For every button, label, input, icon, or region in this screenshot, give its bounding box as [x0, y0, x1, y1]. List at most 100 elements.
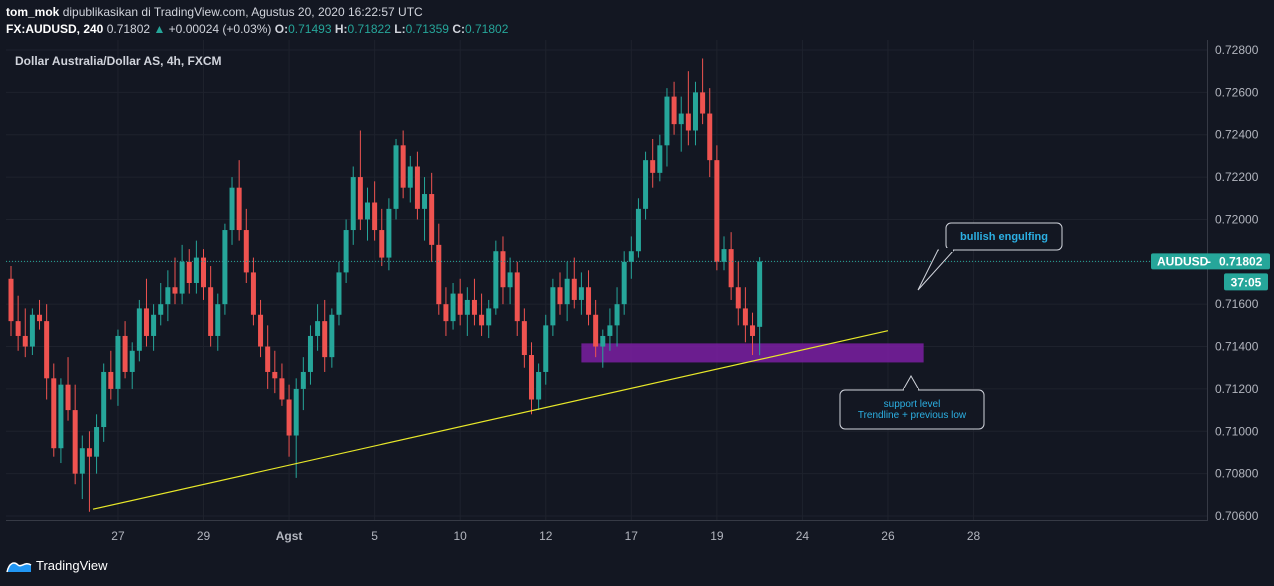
- y-tick-label: 0.71400: [1215, 340, 1259, 354]
- candle-body: [229, 187, 235, 231]
- y-tick-label: 0.72000: [1215, 212, 1259, 226]
- candle-body: [422, 194, 428, 209]
- candle: [479, 293, 485, 336]
- candle: [536, 363, 542, 411]
- x-tick-label: 29: [197, 529, 211, 543]
- candle-body: [79, 448, 85, 474]
- candle-body: [379, 230, 385, 258]
- candle: [94, 414, 100, 474]
- candle-body: [457, 293, 463, 315]
- time-axis[interactable]: 27 29 Agst 5 10 12 17 19 24 26 28: [111, 529, 980, 543]
- tradingview-logo-icon: [6, 561, 32, 572]
- candle: [151, 304, 157, 351]
- x-tick-label: 19: [710, 529, 724, 543]
- candle-body: [714, 160, 720, 262]
- candle-body: [72, 410, 78, 474]
- candle: [578, 272, 584, 315]
- candle: [500, 236, 506, 305]
- candle-body: [208, 287, 214, 336]
- candle: [201, 249, 207, 300]
- candle-body: [129, 350, 135, 372]
- candle: [336, 261, 342, 326]
- candle: [586, 270, 592, 326]
- candle-body: [593, 314, 599, 347]
- candle: [700, 58, 706, 125]
- x-tick-label: 10: [454, 529, 468, 543]
- candle-body: [464, 299, 470, 315]
- candle: [721, 236, 727, 271]
- candle: [250, 257, 256, 326]
- candle: [79, 435, 85, 500]
- publish-text: dipublikasikan di TradingView.com, Agust…: [62, 5, 423, 19]
- candle-body: [671, 96, 677, 125]
- candle: [564, 261, 570, 322]
- price-chart[interactable]: 0.72800 0.72600 0.72400 0.72200 0.72000 0.718…: [0, 40, 1274, 562]
- trendline[interactable]: [92, 330, 889, 510]
- candle-body: [58, 384, 64, 449]
- candle-body: [742, 308, 748, 326]
- callout-joint-mask: [904, 388, 918, 392]
- candle-body: [557, 287, 563, 305]
- chart-title: Dollar Australia/Dollar AS, 4h, FXCM: [15, 54, 221, 68]
- candle-body: [300, 371, 306, 389]
- candle: [571, 257, 577, 309]
- candle-body: [279, 378, 285, 400]
- candle: [464, 287, 470, 336]
- candle-body: [657, 145, 663, 173]
- candle: [471, 278, 477, 326]
- candle: [229, 177, 235, 245]
- candle: [550, 278, 556, 336]
- candle-body: [528, 355, 534, 400]
- callout-line-1: support level: [884, 399, 941, 410]
- x-tick-label: 26: [881, 529, 895, 543]
- candle: [671, 81, 677, 135]
- candle: [357, 130, 363, 231]
- candle: [365, 187, 370, 241]
- candle-body: [607, 325, 613, 336]
- candle-body: [172, 287, 178, 294]
- candle-body: [450, 293, 456, 322]
- footer: TradingView: [0, 548, 1274, 586]
- candle-body: [250, 272, 256, 315]
- candle: [493, 240, 499, 315]
- candle: [186, 249, 192, 294]
- candle: [258, 299, 264, 358]
- y-tick-label: 0.70800: [1215, 467, 1259, 481]
- candle: [400, 130, 406, 199]
- candle-body: [471, 299, 477, 315]
- candle-body: [372, 202, 378, 231]
- candle: [58, 378, 64, 464]
- candle: [65, 357, 71, 421]
- support-level-callout[interactable]: support level Trendline + previous low: [839, 374, 985, 430]
- tradingview-logo[interactable]: TradingView: [6, 558, 108, 573]
- candle: [685, 71, 691, 146]
- author-name[interactable]: tom_mok: [6, 5, 60, 19]
- candle: [101, 363, 107, 442]
- y-tick-label: 0.71200: [1215, 382, 1259, 396]
- symbol-label[interactable]: FX:AUDUSD, 240: [6, 22, 104, 36]
- high-value: 0.71822: [347, 22, 391, 36]
- bullish-engulfing-callout[interactable]: bullish engulfing: [917, 222, 1063, 291]
- candle-body: [707, 113, 713, 161]
- candle-body: [550, 287, 556, 326]
- candle-body: [101, 371, 107, 428]
- candle: [543, 314, 549, 385]
- candle-body: [578, 287, 584, 300]
- candle: [714, 145, 720, 271]
- candle: [37, 299, 43, 330]
- current-price-badge[interactable]: AUDUSD - 0.71802 37:05: [1151, 253, 1270, 291]
- candle-body: [700, 92, 706, 114]
- candle: [279, 363, 285, 406]
- candle: [750, 312, 756, 356]
- candle-body: [586, 287, 592, 315]
- candle: [393, 138, 399, 220]
- candle-body: [536, 371, 542, 400]
- candle-body: [628, 251, 634, 262]
- candle: [429, 172, 435, 262]
- candles: [8, 58, 763, 512]
- candle: [386, 198, 392, 271]
- callout-box: [945, 222, 1063, 251]
- callout-line-2: Trendline + previous low: [858, 410, 967, 421]
- candle: [215, 293, 221, 351]
- candle: [293, 378, 299, 478]
